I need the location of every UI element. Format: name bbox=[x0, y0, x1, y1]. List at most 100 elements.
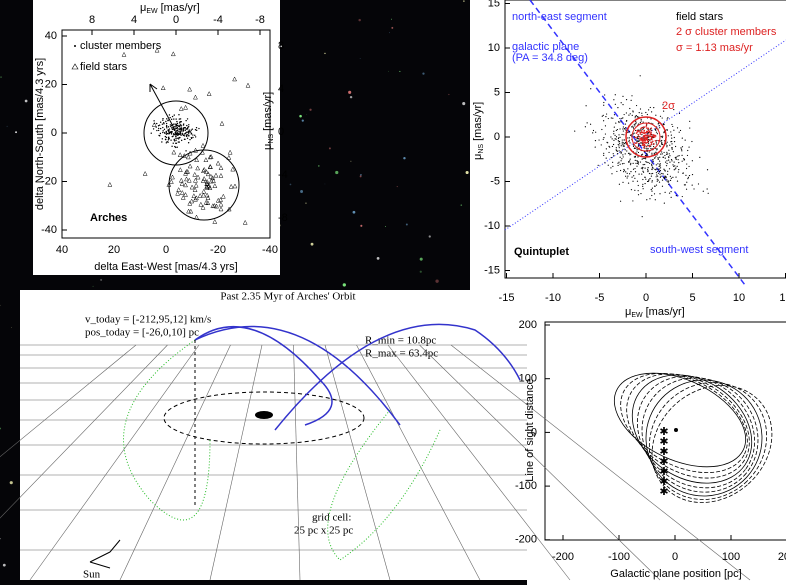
member-point bbox=[187, 118, 188, 119]
field-star bbox=[672, 149, 673, 150]
field-star bbox=[627, 137, 628, 138]
right-tick-label: 4 bbox=[278, 83, 284, 95]
field-star bbox=[668, 135, 669, 136]
sky-star bbox=[311, 243, 314, 246]
field-star bbox=[687, 150, 688, 151]
field-star bbox=[634, 168, 635, 169]
member-point bbox=[188, 126, 189, 127]
ne-label: north-east segment bbox=[512, 11, 607, 23]
sky-star bbox=[300, 190, 303, 193]
field-star bbox=[666, 152, 667, 153]
member-star bbox=[640, 132, 642, 134]
field-star bbox=[679, 132, 680, 133]
field-star bbox=[629, 140, 630, 141]
field-star bbox=[622, 143, 623, 144]
field-star bbox=[671, 197, 672, 198]
field-star bbox=[686, 182, 687, 183]
field-star bbox=[640, 122, 641, 123]
field-star bbox=[616, 147, 617, 148]
field-star bbox=[608, 165, 609, 166]
field-star bbox=[677, 127, 678, 128]
left-tick-label: -40 bbox=[41, 224, 57, 236]
member-point bbox=[186, 132, 187, 133]
member-star bbox=[634, 137, 636, 139]
bottom-tick-label: 40 bbox=[56, 244, 68, 256]
field-star bbox=[698, 183, 699, 184]
member-star bbox=[645, 134, 647, 136]
field-star bbox=[687, 178, 688, 179]
field-star bbox=[654, 153, 655, 154]
member-point bbox=[169, 132, 170, 133]
sky-star bbox=[93, 286, 94, 287]
field-star bbox=[664, 177, 665, 178]
field-star bbox=[661, 143, 662, 144]
field-star bbox=[664, 203, 665, 204]
field-star bbox=[658, 169, 659, 170]
field-star bbox=[670, 176, 671, 177]
member-star bbox=[646, 135, 648, 137]
member-point bbox=[182, 134, 183, 135]
field-star bbox=[612, 146, 613, 147]
member-point bbox=[177, 147, 178, 148]
y-tick-label: 10 bbox=[488, 42, 500, 54]
member-point bbox=[185, 150, 186, 151]
field-star bbox=[673, 166, 674, 167]
field-star bbox=[679, 113, 680, 114]
field-star bbox=[651, 169, 652, 170]
member-star bbox=[638, 130, 640, 132]
field-star bbox=[659, 171, 660, 172]
field-star bbox=[603, 153, 604, 154]
field-star bbox=[659, 164, 660, 165]
field-star bbox=[642, 168, 643, 169]
field-star bbox=[631, 126, 632, 127]
field-star bbox=[651, 191, 652, 192]
field-star bbox=[619, 118, 620, 119]
field-star bbox=[655, 148, 656, 149]
field-star bbox=[657, 176, 658, 177]
member-point bbox=[196, 127, 197, 128]
field-star bbox=[665, 192, 666, 193]
member-star bbox=[650, 130, 652, 132]
field-star bbox=[612, 166, 613, 167]
orbit-note: 25 pc x 25 pc bbox=[294, 525, 353, 537]
field-star bbox=[656, 149, 657, 150]
field-star bbox=[603, 137, 604, 138]
field-star bbox=[620, 121, 621, 122]
field-star bbox=[621, 153, 622, 154]
member-point bbox=[179, 122, 180, 123]
bottom-tick-label: 0 bbox=[163, 244, 169, 256]
field-star bbox=[605, 133, 606, 134]
member-point bbox=[189, 129, 190, 130]
field-star bbox=[671, 124, 672, 125]
member-point bbox=[162, 127, 163, 128]
member-point bbox=[176, 121, 177, 122]
field-star bbox=[625, 171, 626, 172]
field-star bbox=[603, 155, 604, 156]
member-star bbox=[650, 127, 652, 129]
member-point bbox=[165, 121, 166, 122]
field-star bbox=[674, 137, 675, 138]
field-star bbox=[613, 99, 614, 100]
field-star bbox=[660, 154, 661, 155]
member-point bbox=[173, 143, 174, 144]
member-point bbox=[176, 143, 177, 144]
sky-star bbox=[325, 184, 326, 185]
field-star bbox=[619, 128, 620, 129]
field-star bbox=[626, 112, 627, 113]
member-point bbox=[188, 124, 189, 125]
field-star bbox=[650, 148, 651, 149]
field-star bbox=[689, 175, 690, 176]
orbit-title: Past 2.35 Myr of Arches' Orbit bbox=[220, 291, 355, 303]
member-star bbox=[636, 142, 638, 144]
member-star bbox=[644, 126, 646, 128]
field-star bbox=[667, 171, 668, 172]
field-star bbox=[682, 138, 683, 139]
sky-star bbox=[420, 258, 423, 261]
field-star bbox=[667, 117, 668, 118]
sky-star bbox=[348, 91, 351, 94]
field-star bbox=[605, 125, 606, 126]
field-star bbox=[598, 165, 599, 166]
field-star bbox=[622, 104, 623, 105]
star-mark: ✱ bbox=[659, 486, 668, 498]
field-star bbox=[660, 177, 661, 178]
